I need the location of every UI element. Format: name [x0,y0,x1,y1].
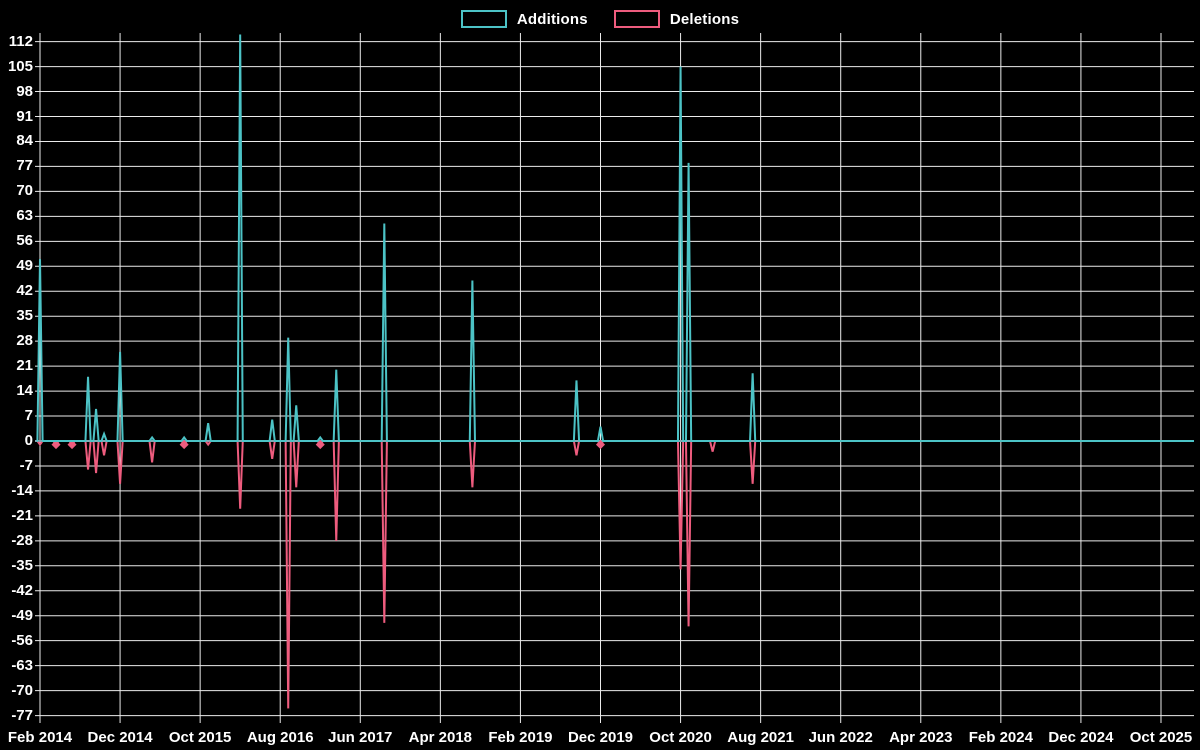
y-tick-label: 35 [16,307,33,325]
y-tick-label: 84 [16,132,33,150]
x-tick-label: Feb 2014 [7,729,73,746]
x-tick-label: Apr 2018 [408,729,473,746]
y-tick-label: -49 [11,606,33,624]
y-tick-label: 14 [16,382,33,400]
series-additions [36,34,1194,442]
y-tick-label: 49 [16,257,33,275]
y-tick-label: -70 [11,681,33,699]
y-tick-label: 28 [16,332,33,350]
y-tick-label: 98 [16,82,33,100]
x-tick-label: Feb 2024 [968,729,1033,746]
y-tick-label: 91 [16,107,33,125]
y-tick-label: -77 [11,706,33,724]
y-tick-label: 105 [7,57,33,75]
y-tick-label: 70 [16,182,33,200]
x-tick-label: Dec 2014 [87,729,153,746]
x-tick-label: Oct 2015 [168,729,232,746]
legend-label-deletions: Deletions [669,10,740,28]
deletions-swatch-icon [613,10,660,28]
x-tick-label: Dec 2019 [567,729,634,746]
y-tick-label: -7 [19,456,33,474]
y-tick-label: -28 [11,531,33,549]
x-tick-label: Apr 2023 [889,729,953,746]
y-tick-label: 42 [16,282,33,300]
deletions-line [36,440,1194,709]
x-tick-label: Aug 2016 [246,729,314,746]
x-tick-label: Feb 2019 [488,729,553,746]
x-tick-label: Jun 2022 [808,729,873,746]
y-tick-label: -56 [11,631,33,649]
x-tick-label: Oct 2020 [649,729,712,746]
additions-line [36,34,1194,442]
y-tick-label: 56 [16,232,33,250]
y-tick-label: 0 [24,432,33,449]
y-tick-label: 21 [16,357,33,375]
y-tick-label: -42 [11,581,33,599]
legend-item-deletions[interactable]: Deletions [613,10,740,28]
legend-item-additions[interactable]: Additions [460,10,588,28]
additions-swatch-icon [460,10,507,28]
legend-label-additions: Additions [516,10,588,28]
y-tick-label: -35 [11,556,33,574]
gridlines [35,33,1194,723]
y-tick-label: -63 [11,656,33,674]
x-tick-label: Oct 2025 [1129,729,1193,746]
x-tick-label: Jun 2017 [328,729,393,746]
x-tick-label: Dec 2024 [1048,729,1114,746]
y-tick-label: 7 [24,407,33,425]
y-tick-label: -14 [11,481,33,499]
chart-legend: Additions Deletions [0,7,1200,31]
x-tick-label: Aug 2021 [727,729,794,746]
y-tick-label: 112 [8,32,33,50]
y-tick-label: -21 [11,506,33,524]
y-tick-label: 63 [16,207,33,225]
series-deletions [36,440,1194,709]
y-tick-label: 77 [16,157,33,175]
